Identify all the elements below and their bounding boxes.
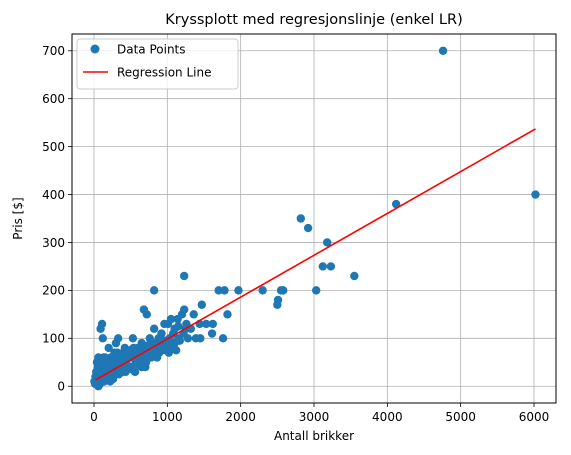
data-point [202, 319, 211, 329]
x-tick-label: 5000 [445, 410, 476, 424]
data-point [207, 329, 217, 338]
data-point [152, 353, 162, 362]
data-point [438, 46, 448, 55]
data-point [96, 324, 105, 333]
y-axis-ticks: 0 100 200 300 400 500 600 700 [42, 44, 72, 394]
x-tick-label: 3000 [299, 410, 330, 424]
chart-title: Kryssplott med regresjonslinje (enkel LR… [165, 12, 462, 28]
data-point [130, 367, 140, 377]
data-point [160, 319, 169, 329]
data-point [326, 262, 336, 271]
data-point [166, 314, 176, 324]
data-point [391, 199, 401, 209]
data-point [279, 286, 288, 295]
data-point [171, 346, 181, 355]
x-axis-label: Antall brikker [274, 429, 354, 443]
data-point [93, 362, 102, 372]
data-point [273, 300, 282, 309]
data-point [175, 336, 184, 345]
series-layer [90, 46, 540, 391]
data-point [208, 319, 217, 329]
data-point [107, 360, 116, 369]
data-point [142, 310, 151, 319]
x-axis-ticks: 0 1000 2000 3000 4000 5000 6000 [90, 403, 549, 424]
data-point [98, 334, 108, 343]
legend: Data Points Regression Line [76, 38, 239, 90]
data-point [99, 353, 108, 362]
data-point [180, 271, 189, 281]
data-point [119, 348, 128, 357]
data-point [296, 214, 305, 223]
data-point [149, 286, 159, 295]
grid [72, 34, 556, 403]
data-point [140, 355, 149, 365]
data-point [189, 310, 198, 319]
data-point [183, 334, 193, 343]
y-tick-label: 0 [57, 380, 65, 394]
legend-label-data-points: Data Points [117, 43, 186, 57]
data-point [318, 262, 327, 271]
data-point [174, 322, 183, 331]
data-point [303, 223, 313, 233]
data-point [531, 190, 540, 199]
data-point [191, 334, 201, 343]
data-point [220, 286, 229, 295]
y-tick-label: 100 [42, 332, 65, 346]
data-point [149, 324, 159, 333]
y-tick-label: 400 [42, 188, 65, 202]
data-point [125, 346, 135, 355]
x-tick-label: 6000 [519, 410, 550, 424]
legend-marker-data-points [90, 44, 100, 54]
legend-label-regression-line: Regression Line [117, 66, 211, 80]
x-tick-label: 0 [90, 410, 98, 424]
x-tick-label: 1000 [152, 410, 183, 424]
y-axis-label: Pris [$] [11, 197, 25, 239]
data-point [111, 338, 121, 348]
x-tick-label: 2000 [225, 410, 256, 424]
regression-line [95, 128, 536, 381]
data-point [350, 271, 359, 281]
data-point [197, 300, 206, 309]
legend-box [76, 38, 239, 90]
data-point [108, 374, 118, 384]
data-point [141, 362, 150, 372]
data-point [234, 286, 243, 295]
data-point [223, 310, 232, 319]
x-tick-label: 4000 [372, 410, 403, 424]
data-point [173, 314, 182, 324]
y-tick-label: 300 [42, 236, 65, 250]
data-point [214, 286, 223, 295]
y-tick-label: 500 [42, 140, 65, 154]
data-point [312, 286, 321, 295]
y-tick-label: 200 [42, 284, 65, 298]
data-point [218, 334, 228, 343]
data-point [104, 343, 113, 353]
y-tick-label: 600 [42, 92, 65, 106]
y-tick-label: 700 [42, 44, 65, 58]
data-point [113, 348, 122, 357]
data-point [258, 286, 267, 295]
data-point [128, 334, 138, 343]
data-point [323, 238, 332, 247]
